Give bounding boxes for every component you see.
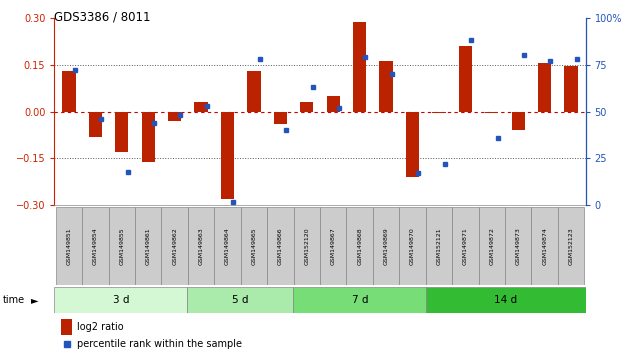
Bar <box>54 287 188 313</box>
Bar <box>380 62 393 112</box>
Bar <box>300 102 314 112</box>
Bar <box>115 112 129 152</box>
Text: log2 ratio: log2 ratio <box>77 321 124 332</box>
Bar <box>320 207 346 285</box>
Bar <box>161 207 188 285</box>
Bar <box>109 207 135 285</box>
Text: 14 d: 14 d <box>494 295 518 305</box>
Text: GSM152120: GSM152120 <box>304 227 309 265</box>
Bar <box>56 207 82 285</box>
Bar <box>247 71 260 112</box>
Bar <box>267 207 294 285</box>
Bar <box>214 207 241 285</box>
Bar <box>399 207 426 285</box>
Text: GSM149854: GSM149854 <box>93 227 98 265</box>
Bar <box>241 207 267 285</box>
Text: GSM149872: GSM149872 <box>490 227 494 265</box>
Bar <box>432 112 445 113</box>
Bar <box>188 207 214 285</box>
Text: time: time <box>3 295 26 305</box>
Text: GSM149868: GSM149868 <box>357 227 362 265</box>
Text: GSM149871: GSM149871 <box>463 227 468 265</box>
Bar <box>511 112 525 130</box>
Text: GSM149863: GSM149863 <box>198 227 204 265</box>
Text: GSM149864: GSM149864 <box>225 227 230 265</box>
Bar <box>406 112 419 177</box>
Text: GSM149870: GSM149870 <box>410 227 415 265</box>
Bar <box>274 112 287 124</box>
Bar <box>459 46 472 112</box>
Text: GSM149873: GSM149873 <box>516 227 521 265</box>
Text: GSM149861: GSM149861 <box>146 227 150 265</box>
Bar <box>353 22 366 112</box>
Text: GSM149874: GSM149874 <box>542 227 547 265</box>
Bar <box>188 287 294 313</box>
Text: GSM149866: GSM149866 <box>278 227 283 265</box>
Text: percentile rank within the sample: percentile rank within the sample <box>77 339 243 349</box>
Bar <box>82 207 109 285</box>
Bar <box>62 71 76 112</box>
Text: GSM149855: GSM149855 <box>119 227 124 265</box>
Bar <box>141 112 155 161</box>
Text: GSM152123: GSM152123 <box>568 227 573 265</box>
Bar <box>195 102 208 112</box>
Text: GSM152121: GSM152121 <box>436 227 442 265</box>
Bar <box>531 207 558 285</box>
Bar <box>538 63 551 112</box>
Bar <box>485 112 499 113</box>
Bar <box>505 207 531 285</box>
Bar <box>564 66 578 112</box>
Bar <box>373 207 399 285</box>
Bar <box>326 96 340 112</box>
Text: GSM149862: GSM149862 <box>172 227 177 265</box>
Text: GSM149865: GSM149865 <box>252 227 257 265</box>
Bar <box>426 287 586 313</box>
Bar <box>558 207 584 285</box>
Bar <box>294 207 320 285</box>
Bar <box>479 207 505 285</box>
Bar <box>346 207 373 285</box>
Bar <box>135 207 161 285</box>
Text: 7 d: 7 d <box>351 295 368 305</box>
Text: GSM149851: GSM149851 <box>67 227 72 265</box>
Text: GSM149869: GSM149869 <box>383 227 388 265</box>
Text: 3 d: 3 d <box>113 295 129 305</box>
Text: 5 d: 5 d <box>232 295 248 305</box>
Text: ►: ► <box>31 295 38 305</box>
Bar <box>426 207 452 285</box>
Bar <box>452 207 479 285</box>
Bar <box>294 287 426 313</box>
Text: GDS3386 / 8011: GDS3386 / 8011 <box>54 11 151 24</box>
Bar <box>89 112 102 137</box>
Bar <box>168 112 181 121</box>
Bar <box>221 112 234 199</box>
Text: GSM149867: GSM149867 <box>331 227 336 265</box>
